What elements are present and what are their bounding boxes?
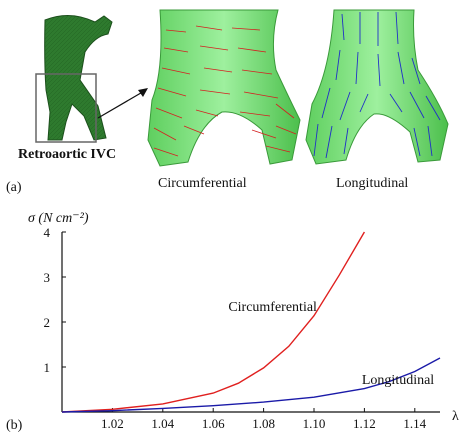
longitudinal-vessel (305, 9, 449, 165)
retroaortic-ivc-mesh (44, 15, 113, 141)
y-axis-label: σ (N cm⁻²) (28, 211, 89, 226)
series-label-longitudinal: Longitudinal (362, 373, 434, 388)
panel-b-label: (b) (6, 418, 23, 433)
series-label-circumferential: Circumferential (228, 300, 317, 315)
retroaortic-caption: Retroaortic IVC (18, 147, 117, 162)
vessel-renderings (35, 9, 449, 167)
y-tick-label: 3 (44, 270, 51, 285)
zoom-arrow (97, 88, 148, 119)
stress-stretch-chart: σ (N cm⁻²) 1.02 1.04 1.06 1.08 1.10 1.12 1.14 1… (28, 211, 459, 431)
series-line-circumferential (61, 231, 366, 413)
y-tick-label: 4 (44, 225, 51, 240)
y-tick-label: 2 (44, 315, 51, 330)
series-line-longitudinal (61, 357, 441, 413)
zoom-box (35, 73, 97, 143)
x-tick-label: 1.02 (101, 416, 124, 431)
x-tick-label: 1.12 (353, 416, 376, 431)
y-tick-label: 1 (44, 360, 51, 375)
circumferential-caption: Circumferential (158, 176, 247, 191)
x-tick-label: 1.10 (303, 416, 326, 431)
x-tick-label: 1.04 (151, 416, 174, 431)
x-axis-label: λ (452, 409, 459, 424)
longitudinal-caption: Longitudinal (336, 176, 409, 191)
x-tick-label: 1.06 (202, 416, 225, 431)
circumferential-vessel (147, 9, 301, 167)
panel-a-label: (a) (6, 180, 22, 195)
x-tick-label: 1.14 (403, 416, 426, 431)
x-tick-label: 1.08 (252, 416, 275, 431)
